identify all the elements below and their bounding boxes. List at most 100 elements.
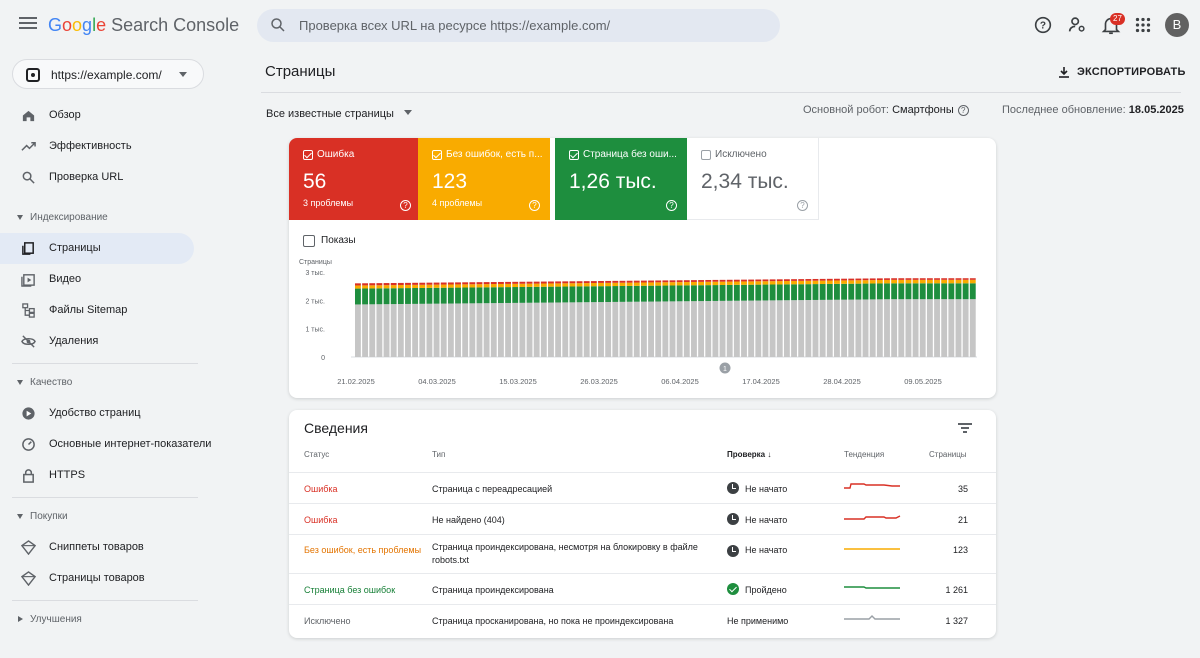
sidebar-item-https[interactable]: HTTPS [0, 460, 194, 491]
column-header-status[interactable]: Статус [304, 450, 330, 459]
sidebar-item-pages[interactable]: Страницы [0, 233, 194, 264]
sidebar-item-merchant-listings[interactable]: Страницы товаров [0, 563, 194, 594]
manage-users-icon[interactable] [1066, 14, 1088, 36]
sidebar-item-overview[interactable]: Обзор [0, 100, 194, 131]
bar-segment-без-ошибок-есть-проблемы [798, 280, 805, 285]
sidebar-item-page-experience[interactable]: Удобство страниц [0, 398, 194, 429]
table-row[interactable]: Ошибка Страница с переадресацией Не начато… [289, 472, 996, 503]
tile-error[interactable]: Ошибка 56 3 проблемы ? [289, 138, 421, 220]
sidebar-item-url-inspection[interactable]: Проверка URL [0, 162, 194, 193]
help-icon[interactable]: ? [797, 200, 808, 211]
sidebar-item-product-snippets[interactable]: Сниппеты товаров [0, 532, 194, 563]
bar-segment-ошибка [733, 279, 740, 282]
help-icon[interactable]: ? [1032, 14, 1054, 36]
bar-segment-ошибка [841, 278, 848, 281]
bar-segment-ошибка [555, 281, 562, 284]
clock-icon [727, 513, 739, 525]
sidebar-section-shopping[interactable]: Покупки [0, 507, 194, 527]
check-circle-icon [727, 583, 739, 595]
help-icon[interactable]: ? [529, 200, 540, 211]
sidebar-item-label: Эффективность [49, 140, 132, 152]
avatar[interactable]: B [1165, 13, 1189, 37]
bar-segment-исключено [369, 304, 376, 357]
table-row[interactable]: Ошибка Не найдено (404) Не начато 21 [289, 503, 996, 534]
bar-segment-страница-без-ошибок [733, 284, 740, 301]
tile-excluded[interactable]: Исключено 2,34 тыс. ? [687, 138, 819, 220]
bar-segment-ошибка [869, 278, 876, 281]
bar-segment-ошибка [447, 282, 454, 285]
checkbox-checked[interactable] [303, 150, 313, 160]
tile-valid-with-warnings[interactable]: Без ошибок, есть п... 123 4 проблемы ? [418, 138, 550, 220]
bar-segment-страница-без-ошибок [462, 287, 469, 304]
bar-segment-страница-без-ошибок [469, 287, 476, 304]
tile-name: Страница без оши... [583, 149, 677, 160]
sidebar-section-quality[interactable]: Качество [0, 373, 194, 393]
x-tick-label: 09.05.2025 [904, 377, 942, 386]
tile-valid[interactable]: Страница без оши... 1,26 тыс. ? [555, 138, 687, 220]
bar-segment-страница-без-ошибок [898, 283, 905, 300]
url-inspection-search[interactable] [257, 9, 780, 42]
bar-segment-без-ошибок-есть-проблемы [583, 283, 590, 287]
bar-segment-исключено [619, 301, 626, 357]
bar-segment-без-ошибок-есть-проблемы [483, 284, 490, 288]
pages-filter-dropdown[interactable]: Все известные страницы [266, 104, 412, 122]
sidebar-item-removals[interactable]: Удаления [0, 326, 194, 357]
apps-grid-icon[interactable] [1132, 14, 1154, 36]
bar-segment-исключено [405, 303, 411, 357]
app-logo[interactable]: Google Search Console [48, 15, 240, 35]
index-coverage-card: Ошибка 56 3 проблемы ? Без ошибок, есть … [289, 138, 996, 398]
sidebar-item-performance[interactable]: Эффективность [0, 131, 194, 162]
checkbox-unchecked[interactable] [701, 150, 711, 160]
sidebar-section-enhancements[interactable]: Улучшения [0, 610, 194, 630]
bar-segment-ошибка [755, 279, 762, 282]
bar-segment-исключено [440, 303, 447, 357]
bar-segment-исключено [376, 304, 383, 357]
filter-icon[interactable] [958, 422, 972, 434]
checkbox-checked[interactable] [569, 150, 579, 160]
column-header-trend: Тенденция [844, 450, 885, 459]
column-header-pages[interactable]: Страницы [929, 450, 967, 459]
bar-segment-без-ошибок-есть-проблемы [412, 284, 419, 289]
table-row[interactable]: Исключено Страница просканирована, но пок… [289, 604, 996, 635]
menu-icon[interactable] [18, 14, 38, 34]
download-icon [1059, 67, 1069, 78]
checkbox-checked[interactable] [432, 150, 442, 160]
checkbox-unchecked[interactable] [303, 234, 315, 247]
property-selector[interactable]: https://example.com/ [12, 59, 204, 89]
bar-segment-страница-без-ошибок [655, 285, 662, 302]
bar-segment-без-ошибок-есть-проблемы [712, 281, 719, 286]
bar-segment-ошибка [855, 278, 862, 281]
sidebar-item-video[interactable]: Видео [0, 264, 194, 295]
bar-segment-без-ошибок-есть-проблемы [633, 282, 640, 286]
bar-segment-страница-без-ошибок [426, 287, 433, 304]
column-header-verification[interactable]: Проверка ↓ [727, 450, 771, 459]
table-row[interactable]: Страница без ошибок Страница проиндексиро… [289, 573, 996, 604]
search-input[interactable] [299, 9, 769, 42]
bar-segment-страница-без-ошибок [776, 284, 783, 301]
video-icon [21, 274, 35, 287]
bar-segment-страница-без-ошибок [440, 287, 447, 304]
impressions-toggle[interactable]: Показы [303, 232, 356, 250]
bar-segment-без-ошибок-есть-проблемы [362, 285, 369, 289]
help-icon[interactable]: ? [957, 105, 969, 116]
bar-segment-исключено [462, 303, 469, 357]
help-icon[interactable]: ? [666, 200, 677, 211]
bar-segment-исключено [640, 301, 647, 357]
bar-segment-страница-без-ошибок [726, 284, 733, 301]
bar-segment-страница-без-ошибок [633, 285, 640, 302]
y-tick-label: 2 тыс. [305, 298, 325, 305]
bar-segment-страница-без-ошибок [869, 283, 876, 300]
clock-icon [727, 482, 739, 494]
bar-segment-страница-без-ошибок [748, 284, 755, 301]
sidebar-section-indexing[interactable]: Индексирование [0, 208, 194, 228]
bar-segment-без-ошибок-есть-проблемы [655, 282, 662, 286]
bar-segment-ошибка [898, 278, 905, 280]
sidebar-item-web-vitals[interactable]: Основные интернет-показатели [0, 429, 211, 460]
bar-segment-ошибка [884, 278, 890, 280]
help-icon[interactable]: ? [400, 200, 411, 211]
bar-segment-без-ошибок-есть-проблемы [848, 280, 855, 284]
column-header-type[interactable]: Тип [432, 450, 446, 459]
table-row[interactable]: Без ошибок, есть проблемы Страница проинд… [289, 534, 996, 573]
bar-segment-исключено [955, 299, 962, 357]
sidebar-item-sitemaps[interactable]: Файлы Sitemap [0, 295, 194, 326]
